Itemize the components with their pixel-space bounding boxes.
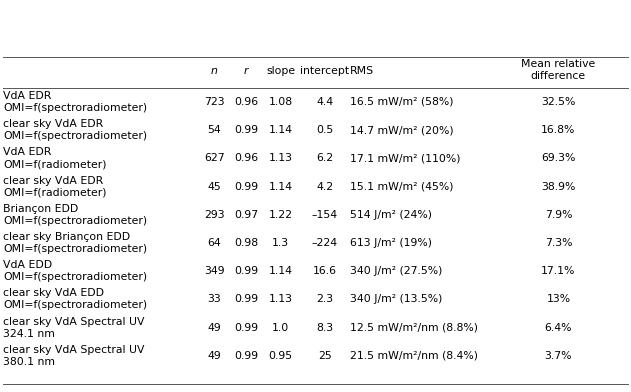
Text: 32.5%: 32.5% [541, 97, 575, 107]
Text: 25: 25 [318, 351, 332, 361]
Text: 21.5 mW/m²/nm (8.4%): 21.5 mW/m²/nm (8.4%) [350, 351, 478, 361]
Text: 627: 627 [204, 153, 225, 163]
Text: clear sky VdA EDR
OMI=f(radiometer): clear sky VdA EDR OMI=f(radiometer) [3, 176, 107, 198]
Text: 1.13: 1.13 [269, 153, 293, 163]
Text: clear sky VdA EDR
OMI=f(spectroradiometer): clear sky VdA EDR OMI=f(spectroradiomete… [3, 119, 147, 141]
Text: VdA EDD
OMI=f(spectroradiometer): VdA EDD OMI=f(spectroradiometer) [3, 260, 147, 282]
Text: clear sky Briançon EDD
OMI=f(spectroradiometer): clear sky Briançon EDD OMI=f(spectroradi… [3, 232, 147, 254]
Text: 1.14: 1.14 [269, 266, 293, 276]
Text: 64: 64 [208, 238, 221, 248]
Text: 0.99: 0.99 [234, 294, 258, 305]
Text: 1.13: 1.13 [269, 294, 293, 305]
Text: 13%: 13% [546, 294, 570, 305]
Text: 0.99: 0.99 [234, 266, 258, 276]
Text: 54: 54 [208, 125, 221, 135]
Text: intercept: intercept [300, 65, 350, 76]
Text: 1.0: 1.0 [272, 323, 290, 333]
Text: VdA EDR
OMI=f(spectroradiometer): VdA EDR OMI=f(spectroradiometer) [3, 91, 147, 113]
Text: 15.1 mW/m² (45%): 15.1 mW/m² (45%) [350, 181, 454, 192]
Text: 0.96: 0.96 [234, 153, 258, 163]
Text: 723: 723 [204, 97, 225, 107]
Text: 0.96: 0.96 [234, 97, 258, 107]
Text: 4.2: 4.2 [316, 181, 334, 192]
Text: 8.3: 8.3 [316, 323, 334, 333]
Text: 0.97: 0.97 [234, 210, 258, 220]
Text: 14.7 mW/m² (20%): 14.7 mW/m² (20%) [350, 125, 454, 135]
Text: 0.99: 0.99 [234, 125, 258, 135]
Text: Mean relative
difference: Mean relative difference [521, 59, 596, 81]
Text: 7.3%: 7.3% [545, 238, 572, 248]
Text: 69.3%: 69.3% [541, 153, 575, 163]
Text: 0.5: 0.5 [316, 125, 334, 135]
Text: 0.99: 0.99 [234, 323, 258, 333]
Text: –154: –154 [312, 210, 338, 220]
Text: 0.95: 0.95 [269, 351, 293, 361]
Text: 2.3: 2.3 [316, 294, 334, 305]
Text: Briançon EDD
OMI=f(spectroradiometer): Briançon EDD OMI=f(spectroradiometer) [3, 204, 147, 226]
Text: 38.9%: 38.9% [541, 181, 575, 192]
Text: 33: 33 [208, 294, 221, 305]
Text: 1.3: 1.3 [272, 238, 290, 248]
Text: 6.4%: 6.4% [545, 323, 572, 333]
Text: clear sky VdA EDD
OMI=f(spectroradiometer): clear sky VdA EDD OMI=f(spectroradiomete… [3, 289, 147, 310]
Text: 0.99: 0.99 [234, 351, 258, 361]
Text: n: n [211, 65, 218, 76]
Text: VdA EDR
OMI=f(radiometer): VdA EDR OMI=f(radiometer) [3, 147, 107, 169]
Text: 16.8%: 16.8% [541, 125, 575, 135]
Text: 1.14: 1.14 [269, 125, 293, 135]
Text: clear sky VdA Spectral UV
380.1 nm: clear sky VdA Spectral UV 380.1 nm [3, 345, 144, 367]
Text: clear sky VdA Spectral UV
324.1 nm: clear sky VdA Spectral UV 324.1 nm [3, 317, 144, 339]
Text: 0.98: 0.98 [234, 238, 258, 248]
Text: 613 J/m² (19%): 613 J/m² (19%) [350, 238, 432, 248]
Text: 17.1%: 17.1% [541, 266, 575, 276]
Text: 4.4: 4.4 [316, 97, 334, 107]
Text: 0.99: 0.99 [234, 181, 258, 192]
Text: 1.14: 1.14 [269, 181, 293, 192]
Text: slope: slope [266, 65, 295, 76]
Text: RMS: RMS [350, 65, 374, 76]
Text: –224: –224 [312, 238, 338, 248]
Text: 49: 49 [208, 351, 221, 361]
Text: 340 J/m² (13.5%): 340 J/m² (13.5%) [350, 294, 442, 305]
Text: 7.9%: 7.9% [545, 210, 572, 220]
Text: 16.6: 16.6 [313, 266, 337, 276]
Text: 6.2: 6.2 [316, 153, 334, 163]
Text: 514 J/m² (24%): 514 J/m² (24%) [350, 210, 432, 220]
Text: r: r [244, 65, 249, 76]
Text: 1.22: 1.22 [269, 210, 293, 220]
Text: 49: 49 [208, 323, 221, 333]
Text: 349: 349 [204, 266, 225, 276]
Text: 17.1 mW/m² (110%): 17.1 mW/m² (110%) [350, 153, 461, 163]
Text: 45: 45 [208, 181, 221, 192]
Text: 12.5 mW/m²/nm (8.8%): 12.5 mW/m²/nm (8.8%) [350, 323, 478, 333]
Text: 293: 293 [204, 210, 225, 220]
Text: 1.08: 1.08 [269, 97, 293, 107]
Text: 340 J/m² (27.5%): 340 J/m² (27.5%) [350, 266, 442, 276]
Text: 16.5 mW/m² (58%): 16.5 mW/m² (58%) [350, 97, 454, 107]
Text: 3.7%: 3.7% [545, 351, 572, 361]
